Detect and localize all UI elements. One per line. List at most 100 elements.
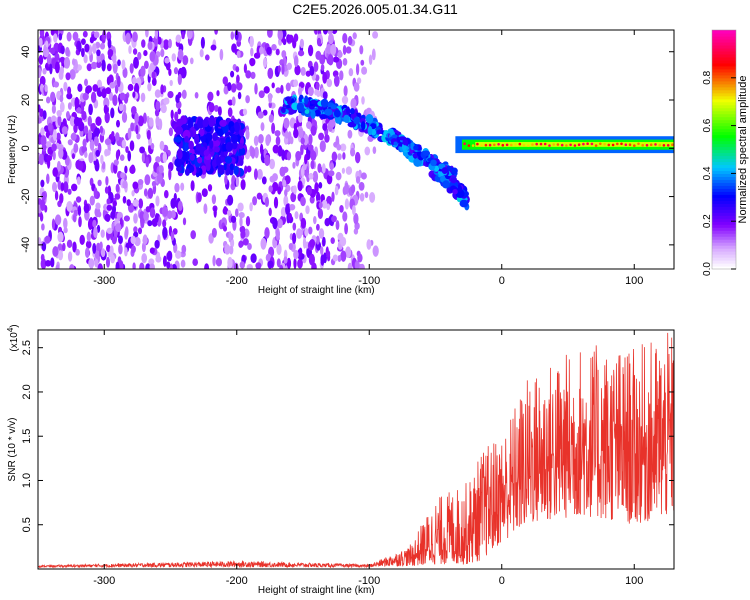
heatmap-cell [344,223,348,235]
heatmap-cell [355,63,360,76]
heatmap-cell [82,30,88,38]
heatmap-cell [333,109,341,118]
y-tick-label: 40 [20,46,32,58]
heatmap-cell [233,165,239,176]
heatmap-cell [300,66,306,76]
heatmap-cell [628,143,632,146]
heatmap-cell [345,46,352,54]
heatmap-cell [240,179,246,191]
heatmap-cell [351,204,356,216]
heatmap-cell [292,161,296,169]
heatmap-cell [111,131,115,138]
heatmap-cell [211,227,217,238]
heatmap-cell [348,68,354,77]
heatmap-cell [313,120,317,127]
heatmap-cell [51,104,56,114]
heatmap-cell [573,144,577,147]
heatmap-cell [74,96,80,109]
heatmap-cell [214,30,218,35]
heatmap-cell [96,242,101,252]
heatmap-cell [143,50,148,57]
heatmap-cell [61,126,68,135]
heatmap-cell [290,192,297,203]
heatmap-cell [105,87,112,95]
heatmap-cell [197,192,202,203]
heatmap-cell [285,203,290,216]
heatmap-cell [145,30,149,38]
colorbar-segment [712,41,736,46]
heatmap-cell [81,47,85,58]
colorbar-segment [712,47,736,52]
heatmap-cell [194,92,199,99]
heatmap-cell [59,193,64,204]
heatmap-cell [304,95,309,105]
heatmap-cell [228,231,232,243]
heatmap-cell [124,226,129,238]
heatmap-cell [393,141,398,146]
heatmap-cell [294,64,301,76]
heatmap-cell [130,105,137,115]
heatmap-cell [293,55,299,68]
heatmap-cell [309,196,315,204]
heatmap-cell [147,187,154,199]
heatmap-cell [238,147,246,156]
heatmap-cell [154,30,159,39]
heatmap-cell [147,82,152,92]
heatmap-cell [315,50,322,61]
heatmap-cell [82,92,89,101]
heatmap-cell [341,95,349,105]
heatmap-cell [231,43,237,53]
heatmap-cell [170,231,175,241]
heatmap-cell [308,226,313,235]
heatmap-cell [69,264,75,269]
heatmap-cell [227,107,233,118]
heatmap-cell [402,138,409,146]
heatmap-cell [51,115,57,122]
heatmap-cell [279,264,284,269]
heatmap-cell [97,179,102,187]
heatmap-cell [176,118,184,126]
heatmap-cell [245,128,250,140]
heatmap-cell [121,59,126,70]
heatmap-cell [320,64,325,71]
heatmap-cell [80,38,86,45]
heatmap-cell [87,218,93,231]
heatmap-cell [342,152,346,160]
heatmap-cell [200,36,205,49]
heatmap-cell [155,156,161,163]
heatmap-cell [175,250,182,259]
heatmap-cell [97,263,104,269]
heatmap-cell [57,180,62,191]
heatmap-cell [263,86,270,94]
heatmap-cell [236,74,240,84]
heatmap-cell [235,176,240,187]
heatmap-cell [565,144,568,147]
heatmap-cell [95,149,101,157]
colorbar-segment [712,80,736,85]
heatmap-cell [295,150,302,161]
heatmap-cell [328,33,334,45]
heatmap-cell [250,253,257,264]
colorbar-segment [712,56,736,61]
heatmap-cell [266,46,272,55]
x-tick-label: 100 [625,275,643,287]
heatmap-cell [260,237,267,250]
heatmap-cell [253,168,258,181]
y-axis-label: SNR (10 * v/v) [7,418,18,482]
heatmap-cell [126,199,131,207]
heatmap-cell [136,133,141,140]
heatmap-cell [181,150,188,161]
heatmap-cell [84,247,90,259]
heatmap-cell [247,242,252,251]
heatmap-cell [173,67,179,75]
colorbar-segment [712,218,736,222]
heatmap-cell [246,165,252,173]
heatmap-cell [71,58,76,66]
colorbar-segment [712,263,736,267]
heatmap-cell [326,43,332,55]
heatmap-cell [67,102,72,110]
heatmap-cell [120,172,126,179]
heatmap-cell [137,51,142,60]
colorbar-segment [712,128,736,133]
heatmap-cell [117,59,121,67]
